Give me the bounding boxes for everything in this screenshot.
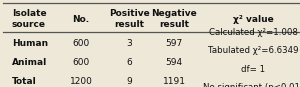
Text: 600: 600 [72, 39, 90, 48]
Text: df= 1: df= 1 [242, 65, 266, 74]
Text: No significant (p<0.01): No significant (p<0.01) [203, 83, 300, 87]
Text: Total: Total [12, 77, 37, 86]
Text: 600: 600 [72, 58, 90, 67]
Text: χ² value: χ² value [233, 15, 274, 24]
Text: Calculated χ²=1.008: Calculated χ²=1.008 [209, 28, 298, 37]
Text: 3: 3 [126, 39, 132, 48]
Text: 597: 597 [165, 39, 183, 48]
Text: Tabulated χ²=6.6349: Tabulated χ²=6.6349 [208, 46, 299, 55]
Text: Animal: Animal [12, 58, 47, 67]
Text: 9: 9 [126, 77, 132, 86]
Text: 6: 6 [126, 58, 132, 67]
Text: Negative
result: Negative result [151, 9, 197, 29]
Text: Positive
result: Positive result [109, 9, 149, 29]
Text: No.: No. [72, 15, 90, 24]
Text: Human: Human [12, 39, 48, 48]
Text: 1200: 1200 [70, 77, 92, 86]
Text: 594: 594 [165, 58, 183, 67]
Text: Isolate
source: Isolate source [12, 9, 46, 29]
Text: 1191: 1191 [163, 77, 185, 86]
